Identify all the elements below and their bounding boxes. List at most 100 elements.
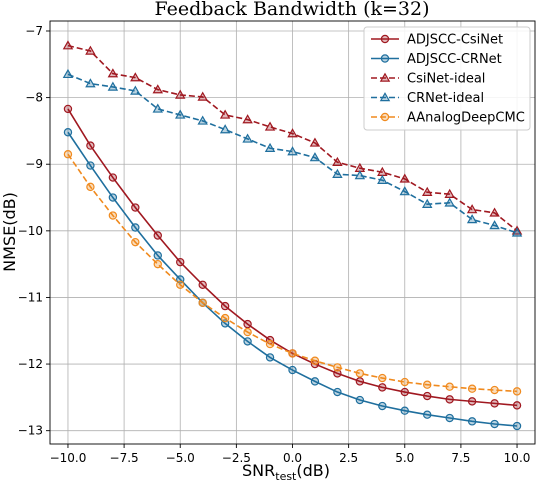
data-point	[219, 124, 231, 134]
x-tick-label: 7.5	[451, 451, 470, 465]
data-point	[310, 377, 320, 386]
x-axis-label: SNRtest(dB)	[242, 461, 330, 483]
data-point	[197, 115, 208, 125]
data-point	[288, 365, 297, 375]
data-point	[153, 231, 162, 240]
y-tick-label: −10	[18, 224, 43, 238]
data-point	[355, 369, 365, 378]
data-point	[288, 349, 297, 358]
data-point	[512, 401, 522, 410]
data-point	[355, 377, 365, 386]
data-point	[264, 121, 276, 131]
x-tick-label: −2.5	[222, 451, 251, 465]
x-axis-label-unit: (dB)	[296, 461, 330, 480]
data-point	[355, 395, 365, 405]
data-point	[399, 173, 411, 183]
data-point	[153, 259, 162, 269]
data-point	[333, 363, 342, 372]
data-point	[309, 137, 321, 147]
data-point	[511, 227, 523, 237]
y-tick-label: −8	[25, 91, 43, 105]
data-point	[131, 223, 140, 232]
legend-item: ADJSCC-CsiNet	[371, 33, 503, 48]
data-point	[490, 419, 499, 429]
data-point	[198, 298, 207, 307]
legend-marker	[380, 54, 390, 63]
data-point	[243, 327, 252, 337]
legend-items: ADJSCC-CsiNet ADJSCC-CRNet CsiNet-ideal CRN…	[371, 33, 525, 126]
legend-marker	[380, 34, 390, 44]
data-point	[86, 182, 95, 192]
data-point	[400, 406, 409, 415]
data-point	[63, 128, 73, 137]
data-point	[467, 384, 477, 393]
legend: ADJSCC-CsiNet ADJSCC-CRNet CsiNet-ideal CRN…	[363, 26, 531, 131]
data-point	[421, 198, 433, 208]
legend-marker	[379, 72, 391, 82]
x-axis-label-subscript: test	[275, 470, 297, 483]
data-point	[467, 397, 477, 406]
data-point	[85, 45, 96, 55]
x-tick-label: 2.5	[339, 451, 358, 465]
data-point	[399, 186, 411, 196]
data-point	[219, 109, 231, 119]
data-point	[466, 204, 478, 214]
data-point	[400, 377, 409, 387]
data-point	[198, 280, 207, 289]
data-point	[378, 401, 387, 411]
legend-label: CsiNet-ideal	[407, 72, 485, 87]
series-aanalogdeepcmc	[63, 150, 522, 396]
grid-lines	[50, 21, 535, 444]
legend-label: ADJSCC-CRNet	[407, 52, 502, 67]
data-point	[220, 313, 230, 323]
x-tick-label: 10.0	[504, 451, 531, 465]
data-point	[333, 369, 342, 378]
data-point	[220, 301, 230, 311]
data-point	[86, 141, 95, 150]
legend-marker	[380, 112, 390, 122]
data-point	[62, 68, 74, 79]
series-adjscc-crnet	[63, 128, 522, 431]
data-point	[423, 391, 432, 401]
data-point	[176, 280, 185, 289]
data-point	[174, 89, 186, 99]
data-point	[85, 78, 96, 88]
data-point	[62, 40, 74, 50]
data-point	[445, 382, 454, 391]
data-point	[131, 203, 140, 212]
data-point	[265, 353, 275, 362]
y-tick-label: −11	[18, 290, 43, 304]
chart-title: Feedback Bandwidth (k=32)	[154, 0, 429, 20]
data-point	[333, 387, 342, 397]
legend-marker	[379, 92, 391, 102]
x-tick-label: −5.0	[166, 451, 195, 465]
y-tick-label: −13	[18, 424, 43, 438]
data-point	[489, 220, 500, 230]
data-point	[378, 383, 387, 392]
y-tick-label: −7	[25, 24, 43, 38]
data-point	[512, 387, 522, 396]
data-point	[152, 103, 164, 113]
series-line	[67, 44, 518, 232]
y-tick-label: −12	[18, 357, 43, 371]
data-point	[264, 142, 276, 152]
series-layer	[62, 40, 523, 431]
series-line	[67, 108, 518, 407]
series-line	[67, 131, 518, 427]
data-point	[242, 133, 253, 143]
series-line	[67, 153, 518, 393]
data-point	[63, 104, 73, 114]
data-point	[107, 68, 119, 78]
data-point	[152, 84, 164, 94]
data-point	[489, 207, 500, 217]
legend-label: CRNet-ideal	[407, 91, 484, 106]
data-point	[490, 385, 499, 395]
series-csinet-ideal	[62, 40, 523, 235]
x-tick-label: 0.0	[283, 451, 302, 465]
series-crnet-ideal	[62, 68, 523, 237]
legend-item: ADJSCC-CRNet	[371, 52, 502, 67]
data-point	[153, 251, 162, 260]
data-point	[176, 257, 185, 267]
x-tick-label: 5.0	[395, 451, 414, 465]
